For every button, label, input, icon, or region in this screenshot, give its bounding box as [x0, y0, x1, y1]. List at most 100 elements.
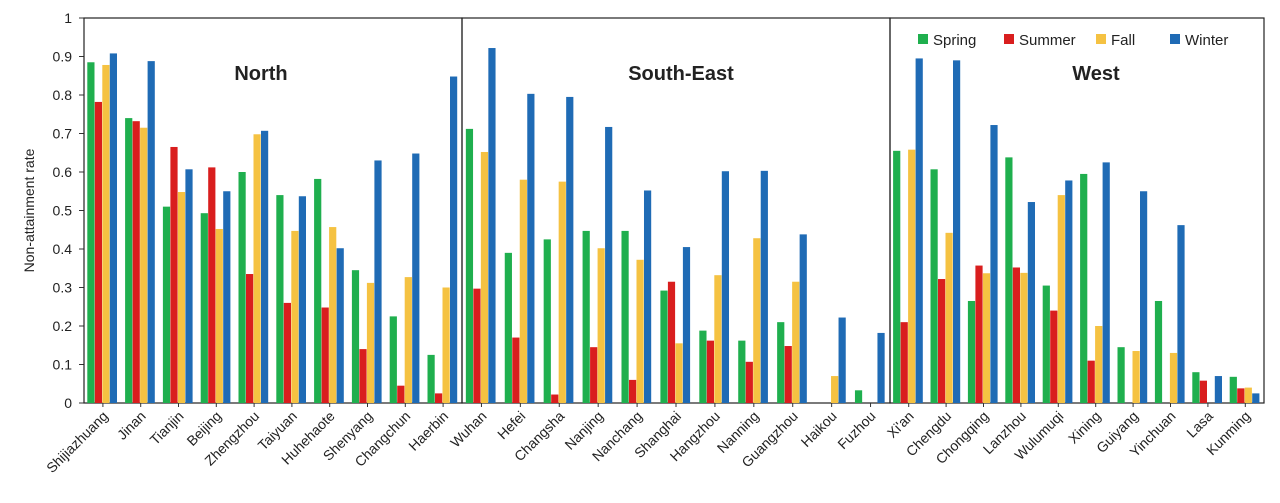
bar-spring-xian	[893, 150, 901, 403]
bar-spring-tianjin	[162, 206, 171, 403]
bar-winter-yinchuan	[1177, 225, 1185, 403]
x-tick-label: Hefei	[494, 408, 528, 442]
x-tick-label: Shijiazhuang	[43, 408, 111, 476]
y-axis: 0 0.1 0.2 0.3 0.4 0.5 0.6 0.7 0.8 0.9 1	[53, 10, 85, 411]
bar-fall-taiyuan	[291, 230, 299, 403]
bar-spring-guangzhou	[777, 322, 785, 403]
y-tick-label: 0.5	[53, 203, 73, 219]
bar-spring-haerbin	[427, 354, 435, 404]
bar-winter-tianjin	[185, 169, 193, 403]
bar-fall-shenyang	[366, 282, 375, 403]
bar-winter-xian	[915, 58, 923, 404]
bar-winter-changchun	[412, 153, 420, 403]
bar-winter-zhengzhou	[261, 130, 269, 403]
bar-summer-huhehaote	[321, 307, 329, 403]
bar-fall-changchun	[404, 277, 412, 403]
bar-winter-chengdu	[953, 60, 961, 403]
bar-summer-xian	[900, 322, 908, 403]
bar-fall-lanzhou	[1020, 272, 1028, 403]
bar-winter-nanjing	[605, 126, 613, 403]
bar-spring-chongqing	[967, 300, 976, 403]
bar-fall-kunming	[1244, 387, 1252, 403]
bar-spring-changsha	[543, 239, 551, 404]
bar-winter-shenyang	[374, 160, 382, 403]
bar-winter-wuhan	[488, 48, 496, 403]
bar-fall-zhengzhou	[253, 134, 261, 403]
bar-fall-guiyang	[1132, 351, 1140, 403]
bar-fall-xian	[908, 149, 916, 403]
bar-winter-nanning	[760, 170, 768, 403]
bar-summer-nanning	[745, 361, 753, 403]
bar-spring-xining	[1080, 173, 1088, 403]
bar-summer-chongqing	[975, 265, 983, 403]
x-tick-label: Haikou	[798, 408, 840, 450]
bar-summer-beijing	[208, 167, 216, 403]
bar-summer-kunming	[1237, 388, 1245, 403]
bar-winter-beijing	[223, 191, 231, 403]
bar-winter-shijiazhuang	[109, 53, 117, 404]
y-tick-label: 0	[64, 395, 72, 411]
legend-label-winter: Winter	[1185, 32, 1228, 49]
bar-spring-zhengzhou	[238, 172, 246, 403]
bar-fall-chengdu	[945, 232, 953, 403]
bar-fall-shanghai	[675, 343, 683, 403]
x-tick-label: Haerbin	[405, 408, 451, 454]
legend-label-summer: Summer	[1019, 32, 1076, 49]
bar-fall-nanchang	[636, 259, 644, 403]
bar-spring-shijiazhuang	[87, 62, 95, 404]
bar-spring-hefei	[504, 252, 512, 403]
bar-spring-guiyang	[1117, 347, 1125, 403]
panel-frame-3	[889, 17, 1265, 404]
bar-spring-huhehaote	[314, 178, 322, 403]
bar-summer-wuhan	[473, 288, 481, 403]
bar-winter-nanchang	[643, 190, 652, 403]
bar-spring-wuhan	[465, 128, 474, 403]
bar-spring-shenyang	[351, 270, 360, 403]
legend-swatch-fall	[1096, 34, 1106, 44]
bar-summer-hefei	[512, 337, 520, 403]
bar-summer-changsha	[551, 394, 559, 403]
bar-spring-nanchang	[621, 230, 629, 403]
x-tick-label: Lasa	[1183, 408, 1216, 441]
bar-spring-nanning	[738, 340, 746, 403]
bar-spring-lasa	[1192, 372, 1200, 403]
bar-summer-xining	[1087, 360, 1095, 403]
bar-winter-huhehaote	[336, 248, 344, 403]
y-tick-label: 0.2	[53, 318, 73, 334]
x-tick-label: Fuzhou	[834, 408, 878, 452]
chart-bars	[87, 48, 1260, 404]
bar-winter-haikou	[838, 317, 846, 403]
x-tick-label: Xi'an	[884, 408, 917, 441]
bar-winter-fuzhou	[877, 332, 885, 403]
bar-summer-lanzhou	[1012, 267, 1020, 403]
bar-summer-shenyang	[359, 349, 367, 403]
panel-title-south-east: South-East	[628, 63, 734, 85]
bar-fall-wulumuqi	[1057, 195, 1065, 403]
legend-swatch-spring	[918, 34, 928, 44]
bar-fall-huhehaote	[329, 227, 337, 403]
bar-fall-xining	[1095, 326, 1103, 403]
bar-winter-lanzhou	[1027, 202, 1035, 403]
legend: Spring Summer Fall Winter	[918, 32, 1228, 49]
bar-fall-tianjin	[177, 192, 186, 403]
bar-winter-guiyang	[1140, 191, 1148, 403]
bar-fall-guangzhou	[792, 281, 800, 403]
panel-title-west: West	[1072, 63, 1120, 85]
bar-winter-guangzhou	[799, 234, 807, 403]
bar-summer-guangzhou	[784, 346, 792, 403]
y-tick-label: 0.9	[53, 49, 73, 65]
legend-swatch-summer	[1004, 34, 1014, 44]
bar-fall-wuhan	[480, 151, 489, 403]
bar-spring-kunming	[1229, 376, 1237, 403]
y-axis-label: Non-attainment rate	[21, 148, 37, 272]
bar-spring-shanghai	[660, 290, 668, 403]
bar-fall-jinan	[140, 127, 148, 403]
bar-spring-yinchuan	[1154, 300, 1163, 403]
panel-title-north: North	[234, 63, 287, 85]
bar-spring-nanjing	[582, 230, 590, 403]
bar-fall-nanning	[753, 238, 761, 403]
bar-fall-changsha	[558, 181, 566, 403]
legend-label-spring: Spring	[933, 32, 976, 49]
bar-fall-hangzhou	[714, 275, 722, 403]
